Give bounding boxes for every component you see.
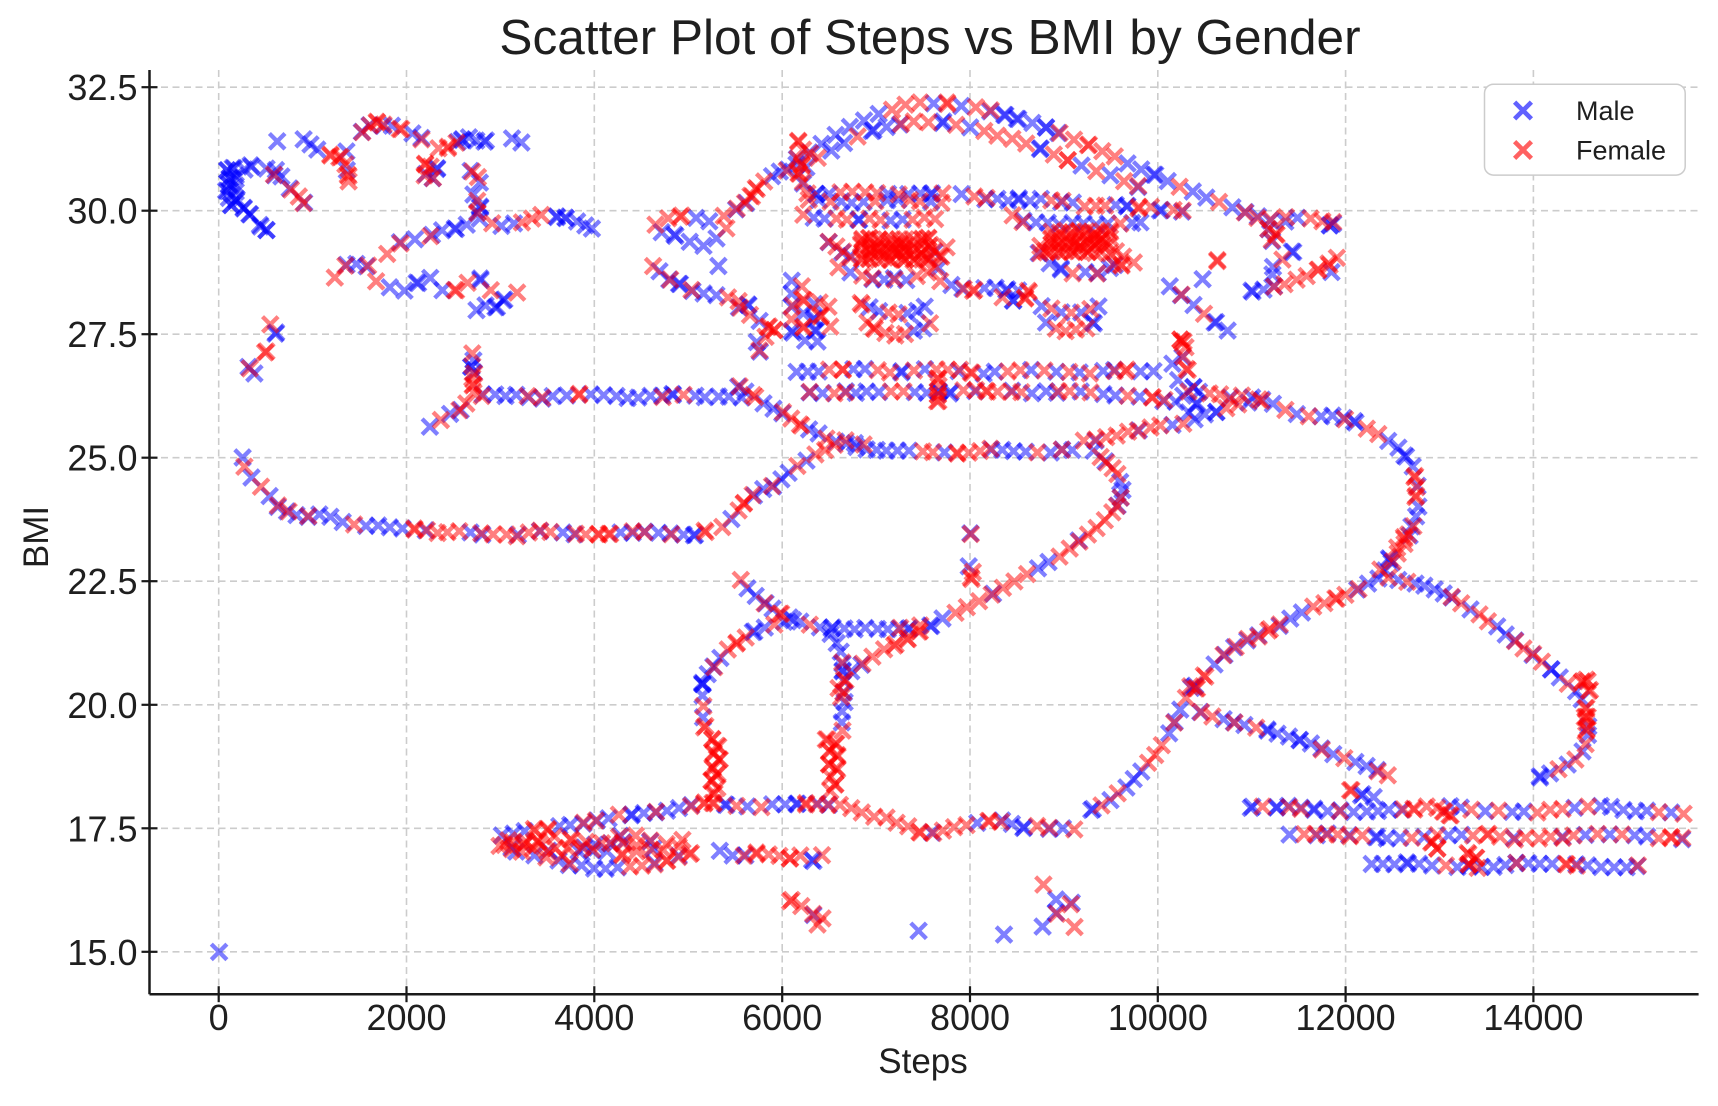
svg-text:Scatter Plot of Steps vs BMI b: Scatter Plot of Steps vs BMI by Gender bbox=[499, 10, 1360, 65]
svg-text:30.0: 30.0 bbox=[67, 191, 137, 232]
svg-text:6000: 6000 bbox=[742, 997, 822, 1038]
svg-text:20.0: 20.0 bbox=[67, 685, 137, 726]
svg-text:10000: 10000 bbox=[1108, 997, 1208, 1038]
svg-text:14000: 14000 bbox=[1483, 997, 1583, 1038]
svg-text:27.5: 27.5 bbox=[67, 314, 137, 355]
svg-text:0: 0 bbox=[209, 997, 229, 1038]
svg-text:BMI: BMI bbox=[17, 506, 56, 568]
svg-text:15.0: 15.0 bbox=[67, 932, 137, 973]
svg-text:8000: 8000 bbox=[930, 997, 1010, 1038]
svg-text:Steps: Steps bbox=[878, 1042, 968, 1081]
svg-text:Female: Female bbox=[1576, 136, 1666, 166]
svg-text:32.5: 32.5 bbox=[67, 67, 137, 108]
svg-text:17.5: 17.5 bbox=[67, 808, 137, 849]
svg-text:12000: 12000 bbox=[1296, 997, 1396, 1038]
svg-text:22.5: 22.5 bbox=[67, 561, 137, 602]
svg-text:4000: 4000 bbox=[554, 997, 634, 1038]
svg-text:Male: Male bbox=[1576, 96, 1635, 126]
svg-text:2000: 2000 bbox=[366, 997, 446, 1038]
svg-text:25.0: 25.0 bbox=[67, 438, 137, 479]
